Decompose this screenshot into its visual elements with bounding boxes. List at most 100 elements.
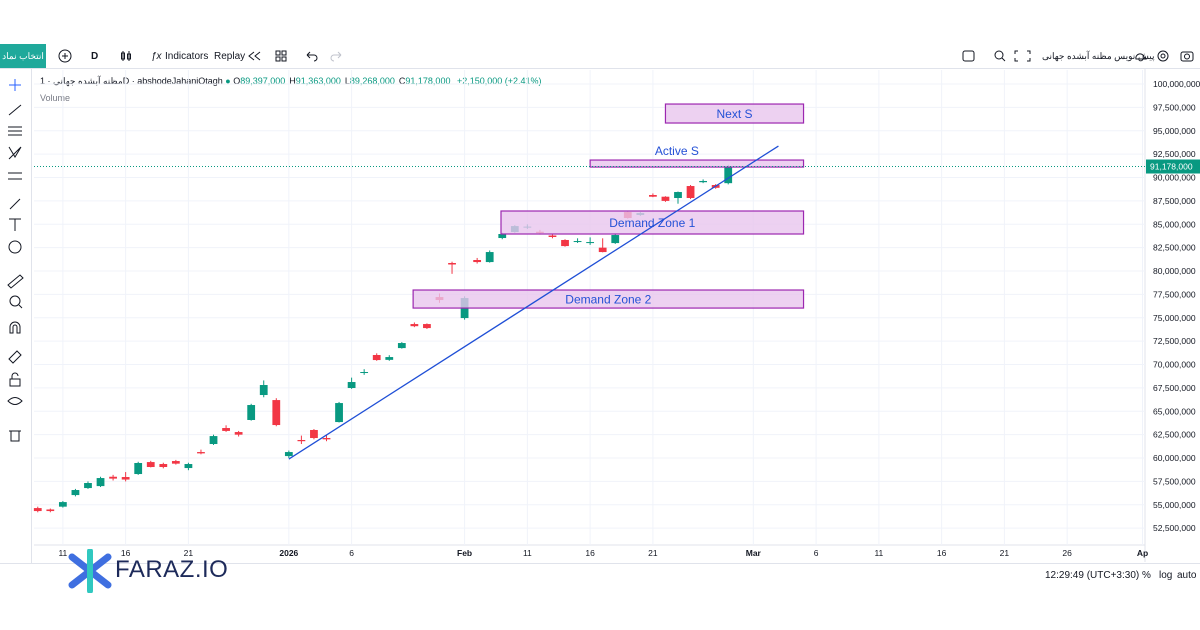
candle-body (548, 235, 557, 237)
y-tick-label: 90,000,000 (1153, 173, 1196, 183)
candle-body (58, 502, 67, 507)
x-tick-label: 11 (58, 548, 67, 558)
chart-type-icon[interactable] (119, 49, 133, 63)
candle-body (335, 403, 343, 423)
candle-body (209, 436, 218, 445)
last-price-box (1146, 159, 1200, 174)
zone (500, 210, 805, 235)
y-tick-label: 92,500,000 (1153, 149, 1196, 159)
candle-body (561, 239, 569, 247)
drawing-tools[interactable] (0, 69, 31, 449)
x-tick-label: 6 (814, 548, 819, 558)
zone (589, 159, 805, 168)
zone-label: Demand Zone 1 (609, 216, 695, 230)
top-toolbar: D ƒx Indicators Replay پیش نویس مظنه آبش… (0, 44, 1200, 69)
candle-body (171, 461, 180, 464)
candle-body (272, 400, 281, 426)
tools-icons[interactable] (246, 49, 300, 63)
candle-body (372, 355, 381, 361)
candle-body (611, 235, 620, 244)
settings-icons[interactable] (1133, 49, 1197, 63)
legend-key: C (398, 76, 406, 86)
zone (664, 103, 805, 124)
candle-body (46, 509, 55, 512)
y-tick-label: 87,500,000 (1153, 196, 1196, 206)
candle-body (360, 372, 369, 374)
y-tick-label: 57,500,000 (1153, 476, 1196, 486)
candle-body (397, 343, 406, 349)
volume-label: Volume (40, 93, 71, 103)
chart: 52,500,000 55,000,000 57,500,000 60,000,000… (33, 69, 1200, 562)
x-tick-label: 26 (1062, 548, 1072, 558)
legend-value: 89,268,000 (349, 76, 395, 86)
candle-body (686, 186, 695, 199)
y-tick-label: 60,000,000 (1153, 453, 1196, 463)
clock: 12:29:49 (UTC+3:30) (1045, 570, 1140, 581)
draft-label[interactable]: پیش نویس مظنه آبشده جهانی (1042, 51, 1155, 61)
y-tick-label: 65,000,000 (1153, 406, 1196, 416)
add-icon[interactable] (58, 49, 72, 63)
legend: مظنه آبشده جهانی · 1D · abshodeJahaniOta… (40, 76, 542, 103)
candle-body (674, 192, 682, 199)
indicators-button[interactable]: Indicators (165, 51, 209, 62)
candle-body (498, 234, 507, 239)
x-tick-label: 11 (523, 548, 532, 558)
undo-redo[interactable] (304, 49, 344, 63)
candle-body (121, 477, 130, 480)
candle-body (234, 432, 243, 435)
y-tick-label: 72,500,000 (1153, 336, 1196, 346)
candle-body (33, 508, 42, 512)
fx-icon: ƒx (151, 51, 162, 62)
watermark-logo (68, 549, 112, 593)
x-tick-label: 2026 (279, 548, 298, 558)
last-price-label: 91,178,000 (1150, 162, 1193, 172)
log-toggle[interactable]: log (1159, 570, 1173, 581)
candle-body (184, 464, 193, 469)
candle-body (284, 452, 293, 457)
candle-body (322, 438, 331, 440)
legend-value: 89,397,000 (240, 76, 286, 86)
candle-body (259, 385, 268, 396)
candle-body (724, 166, 733, 184)
legend-change: +2,150,000 (+2.41%) (456, 76, 542, 86)
legend-key: L (344, 76, 350, 86)
candle-body (134, 462, 143, 475)
x-tick-label: 11 (874, 548, 883, 558)
right-icons[interactable] (961, 49, 1033, 63)
candle-body (222, 428, 230, 431)
x-tick-label: 16 (121, 548, 131, 558)
replay-button[interactable]: Replay (214, 51, 246, 62)
trendline (288, 145, 779, 460)
candle-body (197, 452, 205, 454)
price-axis-panel (1145, 69, 1200, 562)
candle-body (410, 324, 419, 327)
interval[interactable]: D (91, 51, 99, 62)
y-tick-label: 97,500,000 (1153, 102, 1196, 112)
auto-toggle[interactable]: auto (1177, 570, 1197, 581)
x-tick-label: 16 (937, 548, 947, 558)
y-tick-label: 85,000,000 (1153, 219, 1196, 229)
x-tick-label: 6 (349, 548, 354, 558)
symbol-button[interactable]: انتخاب نماد (0, 44, 46, 68)
legend-value: 91,178,000 (405, 76, 451, 86)
candle-body (485, 252, 494, 263)
candle-body (448, 262, 456, 265)
x-tick-label: 21 (184, 548, 194, 558)
watermark: FARAZ.IO (115, 556, 229, 583)
y-tick-label: 100,000,000 (1153, 79, 1200, 89)
y-tick-label: 70,000,000 (1153, 360, 1196, 370)
zone-label: Next S (716, 107, 752, 121)
candle-body (310, 429, 318, 439)
y-tick-label: 52,500,000 (1153, 523, 1196, 533)
legend-items: O89,397,000 H91,363,000 L89,268,000 C91,178… (233, 76, 454, 86)
legend-value: 91,363,000 (295, 76, 341, 86)
candle-body (347, 382, 356, 389)
candle-body (573, 241, 582, 243)
candle-body (71, 490, 80, 496)
candle-body (598, 247, 607, 253)
y-tick-label: 77,500,000 (1153, 289, 1196, 299)
candle-body (699, 180, 708, 183)
zone-label: Active S (655, 144, 699, 158)
percent-toggle[interactable]: % (1142, 570, 1151, 581)
